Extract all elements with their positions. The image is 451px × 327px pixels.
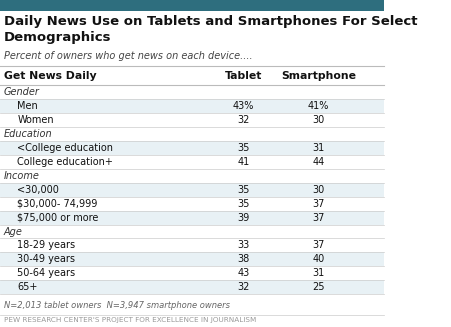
FancyBboxPatch shape <box>0 211 383 225</box>
Text: PEW RESEARCH CENTER'S PROJECT FOR EXCELLENCE IN JOURNALISM: PEW RESEARCH CENTER'S PROJECT FOR EXCELL… <box>4 317 256 323</box>
Text: 43%: 43% <box>233 101 254 111</box>
Text: 30: 30 <box>312 185 324 195</box>
FancyBboxPatch shape <box>0 225 383 238</box>
Text: 40: 40 <box>312 254 324 265</box>
Text: Women: Women <box>17 115 54 125</box>
Text: 41: 41 <box>237 157 250 167</box>
Text: Daily News Use on Tablets and Smartphones For Select
Demographics: Daily News Use on Tablets and Smartphone… <box>4 15 417 44</box>
Text: Gender: Gender <box>4 87 40 97</box>
Text: 35: 35 <box>237 185 250 195</box>
FancyBboxPatch shape <box>0 238 383 252</box>
Text: 18-29 years: 18-29 years <box>17 240 75 250</box>
Text: Get News Daily: Get News Daily <box>4 71 97 80</box>
FancyBboxPatch shape <box>0 252 383 267</box>
Text: 37: 37 <box>312 213 325 223</box>
Text: Men: Men <box>17 101 38 111</box>
Text: 25: 25 <box>312 282 325 292</box>
Text: Income: Income <box>4 171 40 181</box>
Text: <30,000: <30,000 <box>17 185 59 195</box>
Text: 38: 38 <box>237 254 250 265</box>
Text: Smartphone: Smartphone <box>281 71 356 80</box>
Text: 44: 44 <box>312 157 324 167</box>
Text: College education+: College education+ <box>17 157 113 167</box>
Text: 43: 43 <box>237 268 250 278</box>
Text: 65+: 65+ <box>17 282 37 292</box>
Text: Education: Education <box>4 129 52 139</box>
Text: <College education: <College education <box>17 143 113 153</box>
Text: 37: 37 <box>312 198 325 209</box>
Text: 32: 32 <box>237 282 250 292</box>
Text: 31: 31 <box>312 268 324 278</box>
Text: Tablet: Tablet <box>225 71 262 80</box>
FancyBboxPatch shape <box>0 280 383 294</box>
Text: 35: 35 <box>237 143 250 153</box>
Text: 50-64 years: 50-64 years <box>17 268 75 278</box>
Text: 37: 37 <box>312 240 325 250</box>
Text: $30,000- 74,999: $30,000- 74,999 <box>17 198 97 209</box>
Text: Percent of owners who get news on each device....: Percent of owners who get news on each d… <box>4 51 253 61</box>
FancyBboxPatch shape <box>0 155 383 169</box>
FancyBboxPatch shape <box>0 197 383 211</box>
Text: 30-49 years: 30-49 years <box>17 254 75 265</box>
Text: Age: Age <box>4 227 23 236</box>
Text: 39: 39 <box>237 213 250 223</box>
FancyBboxPatch shape <box>0 99 383 113</box>
Text: 30: 30 <box>312 115 324 125</box>
Text: 32: 32 <box>237 115 250 125</box>
Text: N=2,013 tablet owners  N=3,947 smartphone owners: N=2,013 tablet owners N=3,947 smartphone… <box>4 301 230 311</box>
Text: 41%: 41% <box>308 101 329 111</box>
FancyBboxPatch shape <box>0 113 383 127</box>
FancyBboxPatch shape <box>0 267 383 280</box>
Text: $75,000 or more: $75,000 or more <box>17 213 99 223</box>
Text: 31: 31 <box>312 143 324 153</box>
Text: 33: 33 <box>237 240 250 250</box>
FancyBboxPatch shape <box>0 169 383 183</box>
FancyBboxPatch shape <box>0 0 383 11</box>
FancyBboxPatch shape <box>0 183 383 197</box>
FancyBboxPatch shape <box>0 141 383 155</box>
Text: 35: 35 <box>237 198 250 209</box>
FancyBboxPatch shape <box>0 85 383 99</box>
FancyBboxPatch shape <box>0 127 383 141</box>
